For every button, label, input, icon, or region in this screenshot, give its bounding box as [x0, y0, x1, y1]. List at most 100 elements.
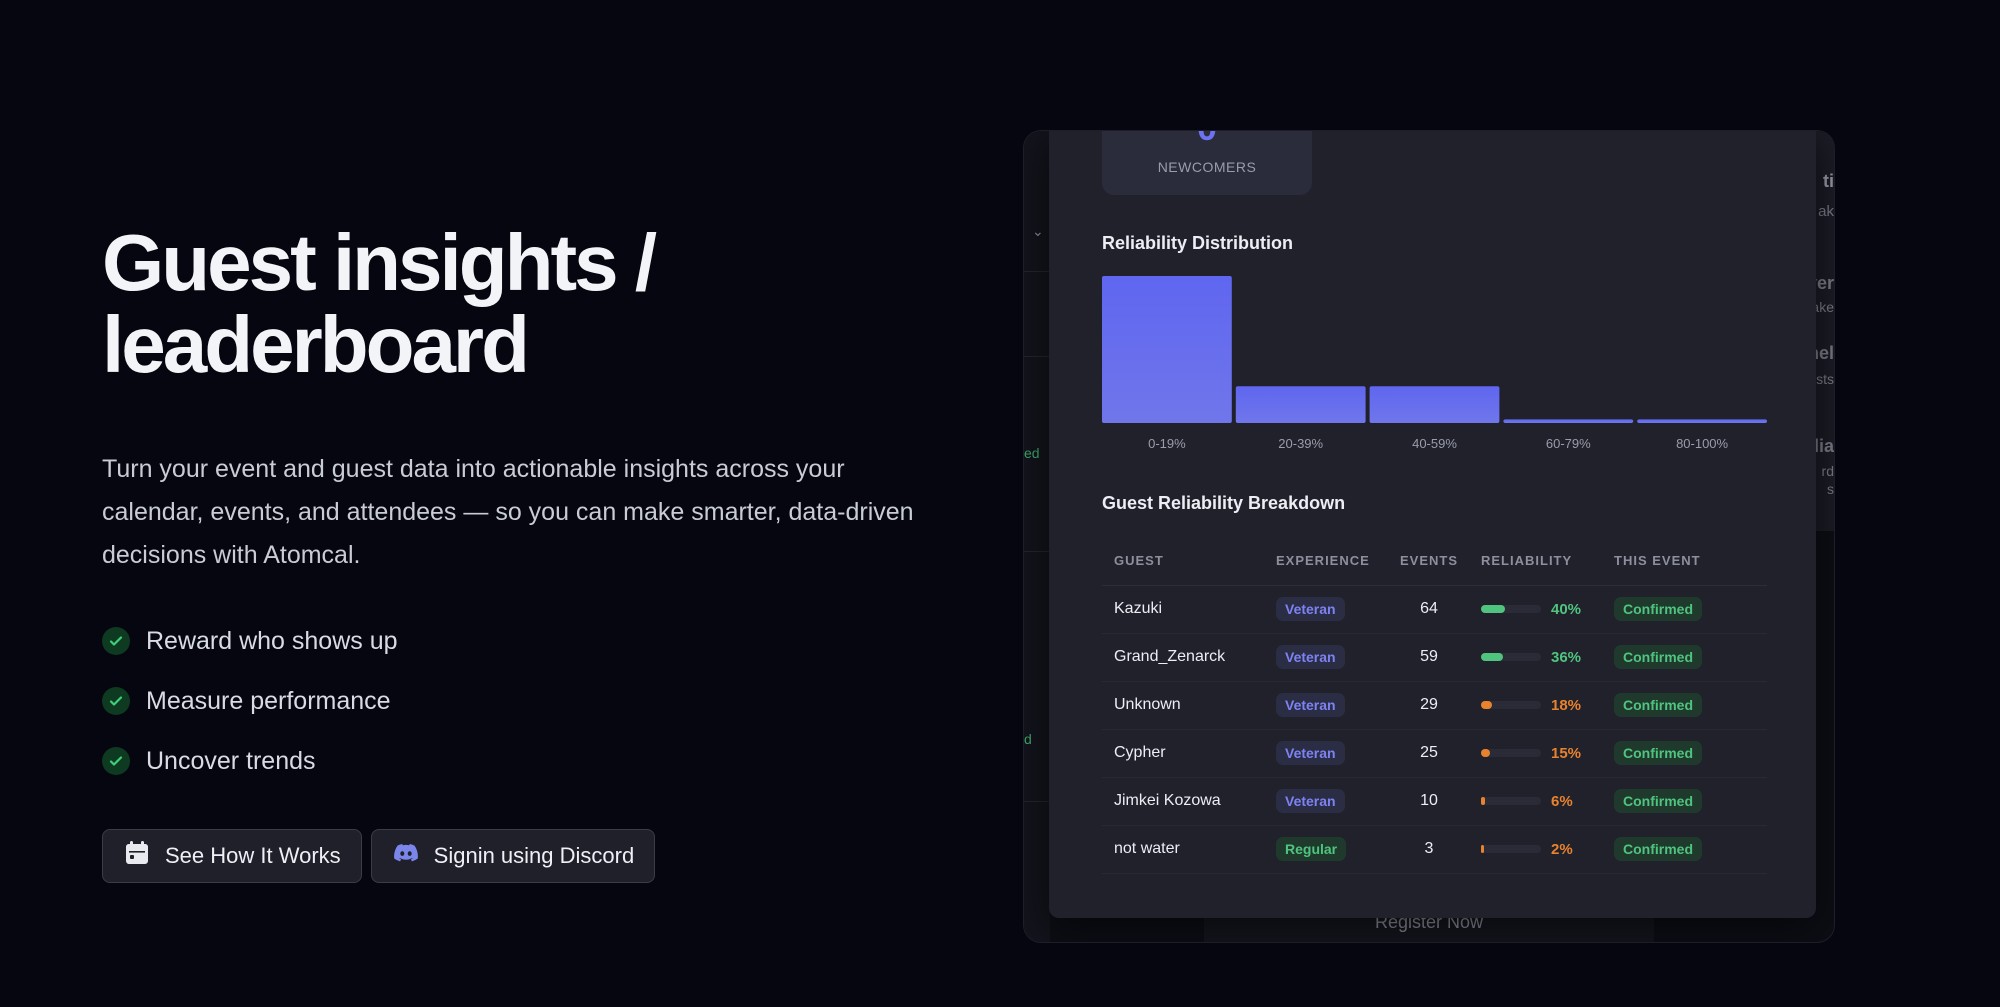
reliability-cell: 15% [1469, 729, 1602, 778]
background-status-text: ed [1024, 445, 1040, 461]
background-right-text: ak [1818, 203, 1834, 220]
experience-cell: Veteran [1264, 681, 1389, 730]
hero-description: Turn your event and guest data into acti… [102, 455, 914, 569]
see-how-it-works-button[interactable]: See How It Works [102, 829, 362, 883]
calendar-icon [123, 839, 151, 873]
newcomers-label: NEWCOMERS [1157, 159, 1257, 175]
status-cell: Confirmed [1602, 681, 1767, 730]
distribution-chart-svg: 0-19% 20-39% 40-59% 60-79% 80-100% [1102, 276, 1767, 451]
experience-badge: Veteran [1276, 789, 1345, 813]
reliability-bar-fill [1481, 845, 1484, 853]
status-cell: Confirmed [1602, 777, 1767, 826]
background-right-text: ti [1823, 171, 1834, 191]
table-header-row: GUEST EXPERIENCE EVENTS RELIABILITY THIS… [1102, 537, 1767, 586]
events-count: 64 [1389, 585, 1469, 634]
experience-badge: Veteran [1276, 597, 1345, 621]
column-header: GUEST [1102, 537, 1264, 586]
reliability-cell: 18% [1469, 681, 1602, 730]
background-right-text: sts [1816, 371, 1834, 387]
column-header: EXPERIENCE [1264, 537, 1389, 586]
experience-cell: Veteran [1264, 633, 1389, 682]
reliability-bar-fill [1481, 749, 1490, 757]
divider [1024, 356, 1050, 357]
status-cell: Confirmed [1602, 585, 1767, 634]
app-preview: ⌄ ed d ti ak ver ake nel sts elia rd s R… [1023, 130, 1835, 943]
reliability-cell: 2% [1469, 825, 1602, 874]
guest-name: Grand_Zenarck [1102, 633, 1264, 682]
guest-name: not water [1102, 825, 1264, 874]
background-right-text: s [1827, 481, 1834, 497]
status-badge: Confirmed [1614, 741, 1702, 765]
table-row[interactable]: Unknown Veteran 29 18% Confirmed [1102, 681, 1767, 730]
events-count: 3 [1389, 825, 1469, 874]
signin-discord-button[interactable]: Signin using Discord [370, 829, 656, 883]
table-row[interactable]: Grand_Zenarck Veteran 59 36% Confirmed [1102, 633, 1767, 682]
feature-label: Uncover trends [146, 746, 316, 775]
background-sidebar: ⌄ ed d [1024, 131, 1050, 942]
feature-item: Reward who shows up [102, 611, 922, 671]
events-count: 10 [1389, 777, 1469, 826]
column-header: RELIABILITY [1469, 537, 1602, 586]
newcomers-stat-card: 0 NEWCOMERS [1102, 131, 1312, 195]
distribution-bar [1235, 386, 1366, 423]
hero-section: Guest insights / leaderboard Turn your e… [102, 222, 922, 883]
table-row[interactable]: Kazuki Veteran 64 40% Confirmed [1102, 585, 1767, 634]
reliability-distribution-chart: 0-19% 20-39% 40-59% 60-79% 80-100% [1102, 276, 1767, 451]
discord-icon [392, 839, 420, 873]
category-tick-label: 20-39% [1278, 436, 1323, 451]
reliability-bar [1481, 653, 1541, 661]
reliability-bar [1481, 749, 1541, 757]
reliability-bar [1481, 605, 1541, 613]
background-right-text: rd [1821, 463, 1834, 479]
breakdown-title: Guest Reliability Breakdown [1102, 493, 1346, 513]
analytics-panel: 0 NEWCOMERS Reliability Distribution 0-1… [1049, 131, 1816, 918]
divider [1024, 271, 1050, 272]
distribution-bar [1102, 276, 1232, 423]
feature-item: Uncover trends [102, 731, 922, 791]
reliability-percent: 15% [1551, 744, 1582, 762]
reliability-cell: 6% [1469, 777, 1602, 826]
guest-reliability-table: GUEST EXPERIENCE EVENTS RELIABILITY THIS… [1102, 537, 1767, 874]
cta-group: See How It Works Signin using Discord [102, 829, 922, 883]
reliability-bar-fill [1481, 797, 1485, 805]
experience-cell: Veteran [1264, 729, 1389, 778]
newcomers-value: 0 [1102, 131, 1312, 149]
reliability-bar [1481, 845, 1541, 853]
table-row[interactable]: not water Regular 3 2% Confirmed [1102, 825, 1767, 874]
background-status-text: d [1024, 731, 1032, 747]
signin-discord-label: Signin using Discord [433, 843, 635, 868]
guest-name: Cypher [1102, 729, 1264, 778]
table-row[interactable]: Jimkei Kozowa Veteran 10 6% Confirmed [1102, 777, 1767, 826]
page-title-line-1: Guest insights / [102, 218, 657, 307]
guest-name: Kazuki [1102, 585, 1264, 634]
reliability-percent: 36% [1551, 648, 1582, 666]
column-header: EVENTS [1389, 537, 1469, 586]
status-badge: Confirmed [1614, 789, 1702, 813]
experience-badge: Regular [1276, 837, 1347, 861]
table-row[interactable]: Cypher Veteran 25 15% Confirmed [1102, 729, 1767, 778]
experience-cell: Veteran [1264, 777, 1389, 826]
events-count: 25 [1389, 729, 1469, 778]
reliability-bar [1481, 701, 1541, 709]
reliability-percent: 18% [1551, 696, 1582, 714]
status-badge: Confirmed [1614, 645, 1702, 669]
reliability-bar-fill [1481, 653, 1503, 661]
guest-name: Jimkei Kozowa [1102, 777, 1264, 826]
events-count: 29 [1389, 681, 1469, 730]
status-badge: Confirmed [1614, 837, 1702, 861]
page-title: Guest insights / leaderboard [102, 222, 922, 386]
experience-badge: Veteran [1276, 741, 1345, 765]
reliability-cell: 36% [1469, 633, 1602, 682]
divider [1024, 801, 1050, 802]
events-count: 59 [1389, 633, 1469, 682]
see-how-it-works-label: See How It Works [165, 843, 341, 868]
status-badge: Confirmed [1614, 693, 1702, 717]
reliability-percent: 40% [1551, 600, 1582, 618]
reliability-cell: 40% [1469, 585, 1602, 634]
experience-badge: Veteran [1276, 645, 1345, 669]
reliability-percent: 2% [1551, 840, 1573, 858]
check-circle-icon [102, 627, 130, 655]
chevron-down-icon: ⌄ [1032, 223, 1044, 239]
background-right-pane [1814, 131, 1834, 531]
category-tick-label: 0-19% [1148, 436, 1186, 451]
